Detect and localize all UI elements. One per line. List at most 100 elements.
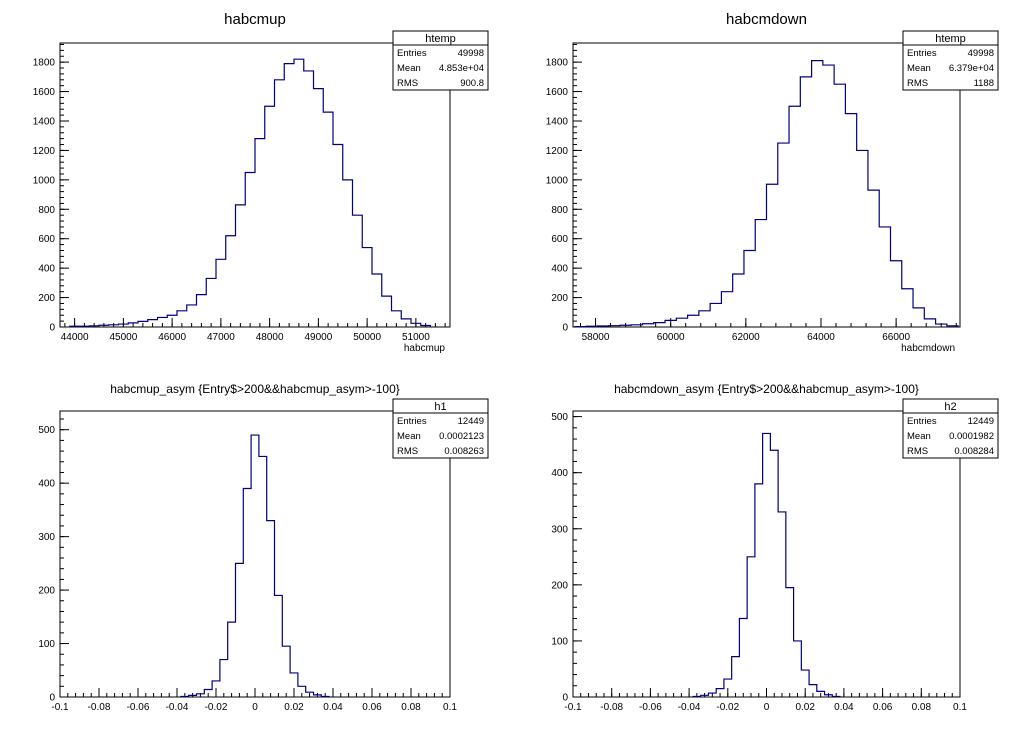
y-tick-label: 300: [38, 532, 55, 543]
stats-box: h1 Entries 12449 Mean 0.0002123 RMS 0.008263: [392, 398, 489, 459]
x-tick-label: 62000: [732, 332, 760, 343]
x-tick-label: -0.1: [564, 702, 582, 713]
y-tick-label: 1800: [546, 58, 569, 69]
x-tick-label: 0.06: [873, 702, 893, 713]
stats-value-rms: 1188: [974, 78, 994, 89]
stats-box-name: htemp: [935, 33, 966, 45]
y-tick-label: 200: [551, 293, 568, 304]
y-tick-label: 800: [38, 205, 55, 216]
plot-panel-3: habcmup_asym {Entry$>200&&habcmup_asym>-…: [38, 382, 489, 713]
plot-title: habcmup: [224, 11, 286, 28]
x-tick-label: 0.06: [362, 702, 382, 713]
x-tick-label: 0: [764, 702, 770, 713]
y-tick-label: 1600: [33, 87, 56, 98]
y-tick-label: 200: [38, 586, 55, 597]
x-tick-label: 66000: [882, 332, 910, 343]
y-tick-label: 1000: [33, 175, 56, 186]
y-tick-label: 1400: [33, 116, 56, 127]
stats-box: h2 Entries 12449 Mean 0.0001982 RMS 0.008284: [902, 398, 999, 459]
stats-key-mean: Mean: [397, 431, 421, 442]
y-tick-label: 0: [49, 323, 55, 334]
y-tick-label: 600: [551, 234, 568, 245]
x-axis-label: habcmdown: [901, 343, 955, 354]
x-axis-label: habcmup: [404, 343, 446, 354]
stats-value-mean: 0.0002123: [439, 431, 484, 442]
x-tick-label: -0.04: [678, 702, 701, 713]
y-tick-label: 300: [551, 524, 568, 535]
x-tick-label: 0.04: [834, 702, 854, 713]
stats-value-mean: 6.379e+04: [949, 63, 994, 74]
y-tick-label: 500: [551, 412, 568, 423]
y-tick-label: 400: [551, 264, 568, 275]
x-tick-label: 64000: [807, 332, 835, 343]
stats-box-frame: [902, 30, 999, 91]
x-tick-label: 0.08: [912, 702, 932, 713]
histogram-series: [69, 58, 432, 327]
y-tick-label: 500: [38, 425, 55, 436]
x-tick-label: 48000: [256, 332, 284, 343]
x-tick-label: 44000: [61, 332, 89, 343]
x-tick-label: -0.04: [166, 702, 189, 713]
plot-panel-1: habcmup 44000 45000 46000 47000 48000 49000 500…: [33, 11, 489, 354]
stats-box-frame: [902, 398, 999, 459]
stats-value-rms: 900.8: [460, 78, 484, 89]
stats-box: htemp Entries 49998 Mean 4.853e+04 RMS 900.8: [392, 30, 489, 91]
stats-box-name: h2: [944, 401, 956, 413]
plot-frame: [59, 42, 451, 328]
stats-value-mean: 0.0001982: [949, 431, 994, 442]
plot-panel-4: habcmdown_asym {Entry$>200&&habcmup_asym…: [551, 382, 999, 713]
stats-box-name: h1: [434, 401, 446, 413]
stats-value-entries: 49998: [458, 48, 484, 59]
stats-key-entries: Entries: [907, 416, 937, 427]
y-tick-label: 200: [38, 293, 55, 304]
x-tick-label: 0.02: [284, 702, 304, 713]
stats-key-mean: Mean: [907, 63, 931, 74]
x-tick-label: 0.08: [401, 702, 421, 713]
y-tick-label: 400: [551, 468, 568, 479]
stats-key-entries: Entries: [397, 48, 427, 59]
stats-value-entries: 49998: [968, 48, 994, 59]
histogram-series: [180, 434, 330, 698]
y-tick-label: 0: [49, 693, 55, 704]
stats-key-rms: RMS: [907, 78, 928, 89]
y-tick-label: 0: [562, 323, 568, 334]
plot-title: habcmup_asym {Entry$>200&&habcmup_asym>-…: [110, 382, 400, 396]
y-tick-label: 1600: [546, 87, 569, 98]
x-tick-label: 50000: [353, 332, 381, 343]
y-tick-label: 800: [551, 205, 568, 216]
stats-key-rms: RMS: [397, 78, 418, 89]
x-tick-label: -0.02: [716, 702, 739, 713]
histogram-series: [692, 432, 841, 698]
plot-frame: [572, 42, 961, 328]
stats-box-name: htemp: [425, 33, 456, 45]
stats-key-entries: Entries: [397, 416, 427, 427]
y-tick-label: 0: [562, 693, 568, 704]
plot-panel-2: habcmdown 58000 60000 62000 64000 66000 0 200 40…: [546, 11, 999, 354]
stats-key-rms: RMS: [397, 446, 418, 457]
x-tick-label: 51000: [402, 332, 430, 343]
stats-box-frame: [392, 398, 489, 459]
x-tick-label: -0.02: [205, 702, 228, 713]
x-tick-label: 0: [252, 702, 258, 713]
stats-value-entries: 12449: [458, 416, 484, 427]
y-tick-label: 1400: [546, 116, 569, 127]
x-tick-label: 0.1: [953, 702, 967, 713]
y-tick-label: 400: [38, 264, 55, 275]
y-tick-label: 1200: [33, 146, 56, 157]
x-tick-label: -0.06: [639, 702, 662, 713]
x-tick-label: -0.1: [51, 702, 69, 713]
x-tick-label: 58000: [582, 332, 610, 343]
histogram-series: [574, 60, 959, 328]
stats-box-frame: [392, 30, 489, 91]
stats-value-entries: 12449: [968, 416, 994, 427]
stats-key-entries: Entries: [907, 48, 937, 59]
y-tick-label: 1000: [546, 175, 569, 186]
x-tick-label: -0.08: [88, 702, 111, 713]
x-tick-label: 0.1: [443, 702, 457, 713]
stats-value-mean: 4.853e+04: [439, 63, 484, 74]
y-tick-label: 600: [38, 234, 55, 245]
plot-title: habcmdown: [726, 11, 807, 28]
x-tick-label: 49000: [304, 332, 332, 343]
